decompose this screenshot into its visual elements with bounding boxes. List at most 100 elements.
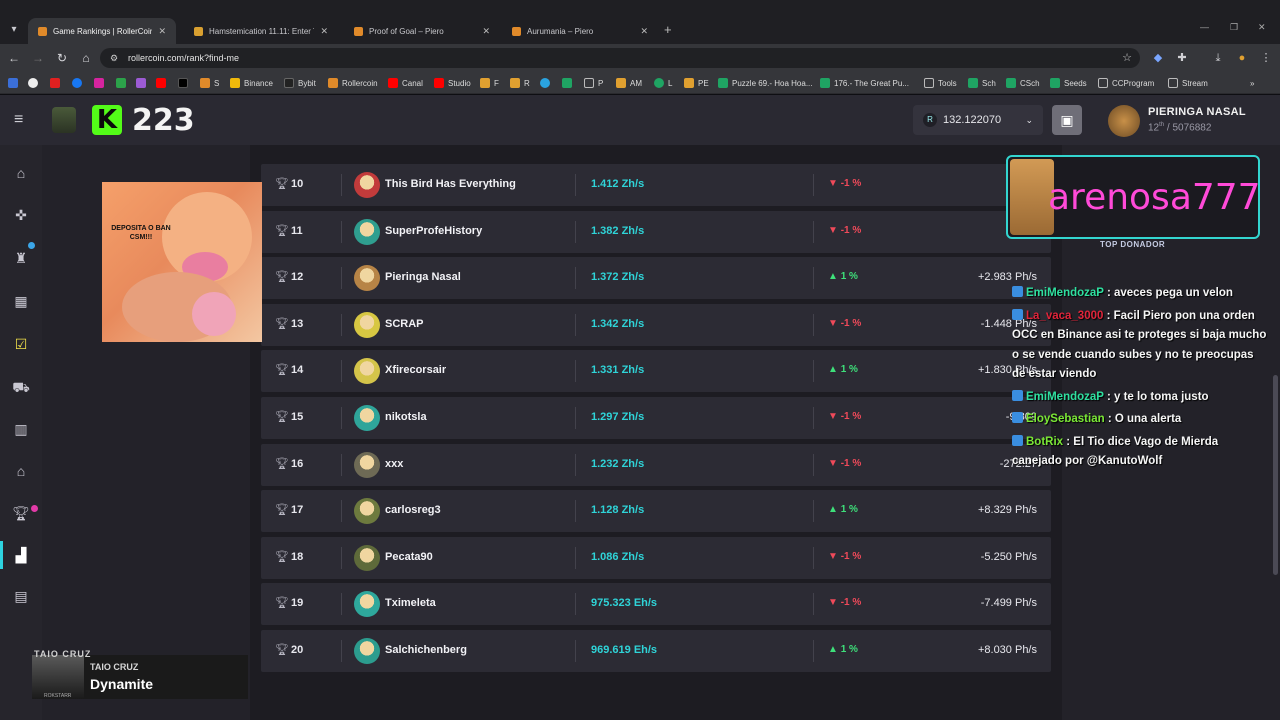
bookmark-binance[interactable]: Binance bbox=[230, 76, 273, 90]
user-name[interactable]: PIERINGA NASAL bbox=[1148, 106, 1246, 118]
wallet-button[interactable]: ▣ bbox=[1052, 105, 1082, 135]
home-icon[interactable]: ⌂ bbox=[16, 165, 26, 181]
user-avatar[interactable] bbox=[1108, 105, 1140, 137]
player-avatar[interactable] bbox=[354, 218, 380, 245]
ranking-row[interactable]: 🏆︎ 12 Pieringa Nasal 1.372 Zh/s ▲ 1 % +2.983 … bbox=[261, 257, 1051, 300]
page-scrollbar[interactable] bbox=[1273, 375, 1278, 575]
bookmark-stream[interactable]: Stream bbox=[1168, 76, 1208, 90]
balance-dropdown[interactable]: R 132.122070 ⌄ bbox=[913, 105, 1043, 135]
back-arrow-icon[interactable]: ← bbox=[8, 51, 20, 65]
ranking-row[interactable]: 🏆︎ 19 Tximeleta 975.323 Eh/s ▼ -1 % -7.499 Ph… bbox=[261, 583, 1051, 626]
minimize-icon[interactable]: — bbox=[1200, 22, 1209, 32]
close-window-icon[interactable]: ✕ bbox=[1258, 22, 1266, 32]
gamepad-icon[interactable]: ✜ bbox=[15, 207, 27, 223]
bookmark-folder-p[interactable]: P bbox=[584, 76, 603, 90]
ranking-row[interactable]: 🏆︎ 20 Salchichenberg 969.619 Eh/s ▲ 1 % +8.03… bbox=[261, 630, 1051, 672]
bookmark-bybit[interactable]: Bybit bbox=[284, 76, 316, 90]
trophy-icon[interactable]: 🏆︎ bbox=[12, 505, 30, 521]
bookmark-seeds[interactable]: Seeds bbox=[1050, 76, 1087, 90]
bookmark-studio[interactable]: Studio bbox=[434, 76, 471, 90]
cart-icon[interactable]: ⛟ bbox=[12, 379, 30, 395]
site-info-icon[interactable]: ⚙ bbox=[110, 53, 119, 63]
bookmark-rollercoin[interactable]: Rollercoin bbox=[328, 76, 378, 90]
player-name[interactable]: SCRAP bbox=[385, 317, 424, 330]
player-avatar[interactable] bbox=[354, 498, 380, 525]
player-name[interactable]: Pecata90 bbox=[385, 550, 433, 563]
bookmark-s[interactable]: S bbox=[200, 76, 219, 90]
tasks-check-icon[interactable]: ☑ bbox=[14, 336, 28, 352]
extension-icon[interactable]: ◆ bbox=[1153, 52, 1163, 64]
rewards-icon[interactable]: ♜ bbox=[14, 250, 28, 266]
bookmark-facebook[interactable] bbox=[72, 76, 86, 90]
bookmark-176[interactable]: 176.- The Great Pu... bbox=[820, 76, 909, 90]
extensions-puzzle-icon[interactable]: ✚ bbox=[1177, 52, 1187, 64]
player-name[interactable]: Xfirecorsair bbox=[385, 364, 447, 377]
player-name[interactable]: nikotsla bbox=[385, 411, 427, 423]
player-avatar[interactable] bbox=[354, 172, 380, 198]
player-avatar[interactable] bbox=[354, 544, 380, 571]
player-avatar[interactable] bbox=[354, 311, 380, 338]
forward-arrow-icon[interactable]: → bbox=[32, 51, 44, 65]
download-icon[interactable]: ⤓ bbox=[1215, 52, 1221, 64]
bookmark-csch[interactable]: CSch bbox=[1006, 76, 1040, 90]
tab-search-icon[interactable]: ▾ bbox=[11, 24, 17, 35]
close-tab-icon[interactable]: ✕ bbox=[640, 25, 648, 36]
chat-username[interactable]: EmiMendozaP bbox=[1026, 390, 1104, 403]
bookmark-drive[interactable] bbox=[116, 76, 130, 90]
player-name[interactable]: carlosreg3 bbox=[385, 504, 441, 517]
bookmark-threads[interactable] bbox=[28, 76, 42, 90]
address-bar[interactable]: ⚙ rollercoin.com/rank?find-me ☆ bbox=[100, 48, 1140, 68]
bookmark-l[interactable]: L bbox=[654, 76, 672, 90]
player-avatar[interactable] bbox=[354, 405, 380, 431]
player-avatar[interactable] bbox=[354, 265, 380, 292]
bookmark-instagram[interactable] bbox=[94, 76, 108, 90]
bookmark-misc[interactable] bbox=[136, 76, 150, 90]
bookmark-canal[interactable]: Canal bbox=[388, 76, 423, 90]
tab-game-rankings[interactable]: Game Rankings | RollerCoin.com ✕ bbox=[28, 18, 176, 44]
player-avatar[interactable] bbox=[354, 638, 380, 664]
bookmark-star-icon[interactable]: ☆ bbox=[1122, 52, 1132, 64]
bookmark-youtube[interactable] bbox=[156, 76, 170, 90]
chat-username[interactable]: La_vaca_3000 bbox=[1026, 309, 1104, 322]
ranking-row[interactable]: 🏆︎ 18 Pecata90 1.086 Zh/s ▼ -1 % -5.250 Ph/s bbox=[261, 536, 1051, 579]
bookmark-telegram[interactable] bbox=[540, 76, 554, 90]
bookmark-pe[interactable]: PE bbox=[684, 76, 709, 90]
player-name[interactable]: Salchichenberg bbox=[385, 644, 467, 656]
news-icon[interactable]: ▤ bbox=[14, 588, 28, 604]
close-tab-icon[interactable]: ✕ bbox=[482, 25, 490, 36]
player-avatar[interactable] bbox=[354, 591, 380, 618]
chat-username[interactable]: BotRix bbox=[1026, 435, 1064, 448]
tab-hamstemication[interactable]: Hamstemication 11.11: Enter Th ✕ bbox=[184, 18, 338, 44]
player-name[interactable]: xxx bbox=[385, 457, 404, 470]
bookmark-f[interactable]: F bbox=[480, 76, 499, 90]
player-name[interactable]: This Bird Has Everything bbox=[385, 178, 516, 190]
chat-username[interactable]: EloySebastian bbox=[1026, 413, 1105, 425]
hamburger-menu-icon[interactable]: ≡ bbox=[14, 111, 24, 128]
ranking-row[interactable]: 🏆︎ 14 Xfirecorsair 1.331 Zh/s ▲ 1 % +1.830 Ph… bbox=[261, 350, 1051, 393]
tab-proof-of-goal[interactable]: Proof of Goal – Piero ✕ bbox=[344, 18, 500, 44]
bookmark-sheets[interactable] bbox=[562, 76, 576, 90]
ranking-row[interactable]: 🏆︎ 16 xxx 1.232 Zh/s ▼ -1 % -272.27 bbox=[261, 443, 1051, 486]
ranking-row[interactable]: 🏆︎ 17 carlosreg3 1.128 Zh/s ▲ 1 % +8.329 Ph/s bbox=[261, 490, 1051, 533]
reload-icon[interactable]: ↻ bbox=[56, 51, 68, 65]
ranking-podium-icon[interactable]: ▟ bbox=[15, 547, 27, 563]
bookmarks-overflow-icon[interactable]: » bbox=[1250, 78, 1255, 88]
tab-aurumania[interactable]: Aurumania – Piero ✕ bbox=[502, 18, 658, 44]
bookmark-tools[interactable]: Tools bbox=[924, 76, 957, 90]
profile-icon[interactable]: ● bbox=[1238, 52, 1246, 64]
bookmark-x[interactable] bbox=[178, 76, 192, 90]
ranking-row[interactable]: 🏆︎ 10 This Bird Has Everything 1.412 Zh/s ▼ … bbox=[261, 164, 1051, 206]
player-name[interactable]: SuperProfeHistory bbox=[385, 224, 483, 237]
store-icon[interactable]: ▥ bbox=[14, 421, 28, 437]
bookmark-puzzle-69[interactable]: Puzzle 69.- Hoa Hoa... bbox=[718, 76, 812, 90]
bank-icon[interactable]: ⌂ bbox=[16, 463, 26, 479]
ranking-row[interactable]: 🏆︎ 13 SCRAP 1.342 Zh/s ▼ -1 % -1.448 Ph/s bbox=[261, 303, 1051, 346]
bookmark-r[interactable]: R bbox=[510, 76, 530, 90]
home-icon[interactable]: ⌂ bbox=[82, 51, 90, 65]
bookmark-am[interactable]: AM bbox=[616, 76, 642, 90]
maximize-icon[interactable]: ❐ bbox=[1230, 22, 1239, 32]
close-tab-icon[interactable]: ✕ bbox=[320, 25, 328, 36]
bookmark-youtube-red[interactable] bbox=[50, 76, 64, 90]
